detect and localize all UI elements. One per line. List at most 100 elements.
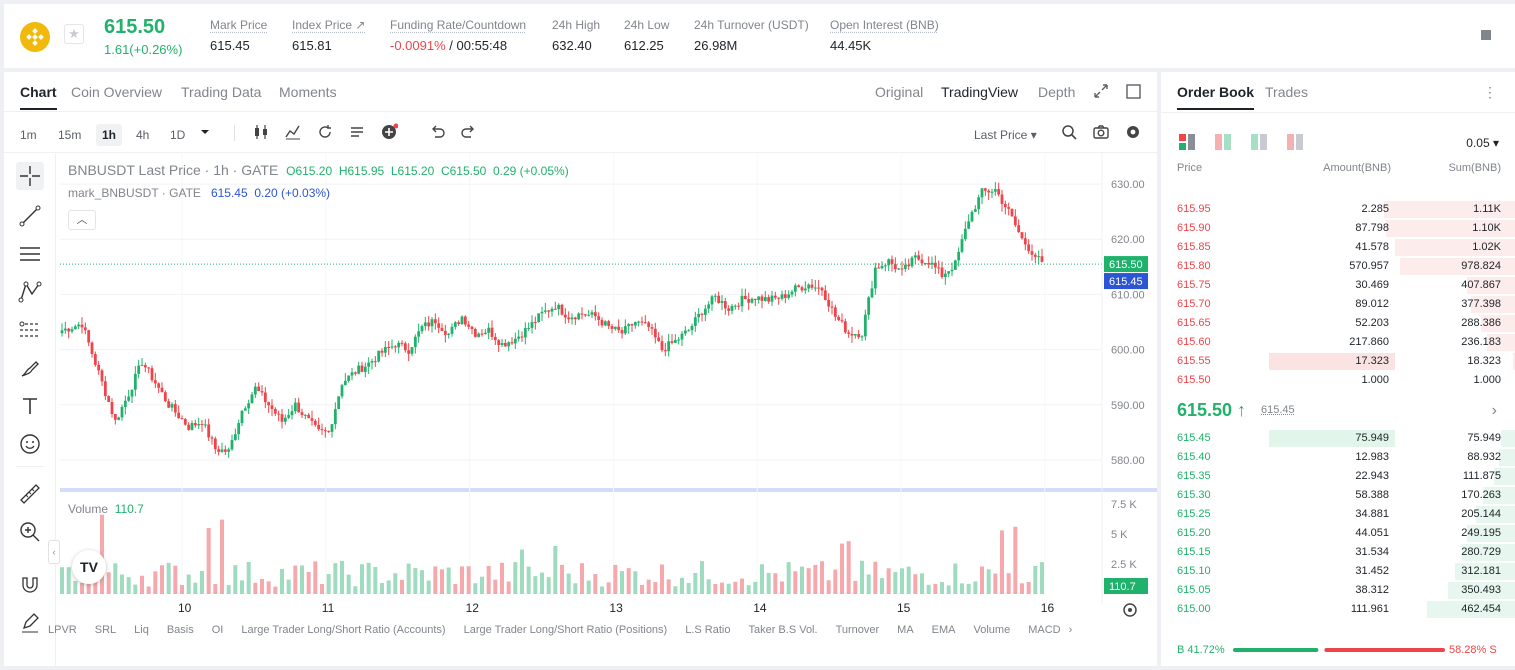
- candle-body: [251, 394, 254, 403]
- chart-settings-icon[interactable]: [1122, 602, 1138, 618]
- indicator-basis[interactable]: Basis: [167, 624, 194, 636]
- order-amount: 44.051: [1355, 527, 1389, 539]
- indicator-ma[interactable]: MA: [897, 624, 914, 636]
- volume-bar: [407, 564, 411, 594]
- candle-body: [894, 264, 897, 269]
- order-book-row[interactable]: 615.45 75.949 75.949: [1161, 429, 1515, 448]
- book-bids-mode-icon[interactable]: [1251, 134, 1267, 150]
- volume-bar: [167, 563, 171, 594]
- indicator-oi[interactable]: OI: [212, 624, 224, 636]
- indicator-taker-vol[interactable]: Taker B.S Vol.: [748, 624, 817, 636]
- order-book-row[interactable]: 615.50 1.000 1.000: [1161, 371, 1515, 390]
- volume-legend-value: 110.7: [115, 502, 144, 516]
- stat-24h-high: 24h High 632.40: [552, 18, 600, 53]
- tab-order-book[interactable]: Order Book: [1177, 84, 1254, 100]
- more-options-icon[interactable]: ⋮: [1483, 84, 1497, 101]
- tab-trades[interactable]: Trades: [1265, 84, 1308, 100]
- book-mixed-mode-icon[interactable]: [1215, 134, 1231, 150]
- indicator-liq[interactable]: Liq: [134, 624, 149, 636]
- candle-body: [247, 403, 250, 408]
- volume-bar: [607, 582, 611, 594]
- candle-body: [114, 414, 117, 420]
- order-book-row[interactable]: 615.70 89.012 377.398: [1161, 295, 1515, 314]
- favorite-star-icon[interactable]: ★: [64, 24, 84, 44]
- order-book-row[interactable]: 615.95 2.285 1.11K: [1161, 200, 1515, 219]
- candle-body: [284, 418, 287, 422]
- indicator-lpvr[interactable]: LPVR: [48, 624, 77, 636]
- candle-body: [597, 316, 600, 320]
- order-price: 615.50: [1177, 374, 1211, 386]
- indicator-volume[interactable]: Volume: [974, 624, 1011, 636]
- indicator-turnover[interactable]: Turnover: [836, 624, 880, 636]
- indicator-lt-accounts[interactable]: Large Trader Long/Short Ratio (Accounts): [241, 624, 445, 636]
- order-book-row[interactable]: 615.25 34.881 205.144: [1161, 505, 1515, 524]
- candle-body: [547, 310, 550, 311]
- candle-body: [311, 418, 314, 421]
- stat-open-interest[interactable]: Open Interest (BNB) 44.45K: [830, 18, 939, 53]
- indicator-lt-positions[interactable]: Large Trader Long/Short Ratio (Positions…: [464, 624, 668, 636]
- order-book-row[interactable]: 615.55 17.323 18.323: [1161, 352, 1515, 371]
- book-both-mode-icon[interactable]: [1179, 134, 1195, 150]
- stat-mark-price[interactable]: Mark Price 615.45: [210, 18, 267, 53]
- volume-bar: [293, 566, 297, 594]
- order-book-row[interactable]: 615.40 12.983 88.932: [1161, 448, 1515, 467]
- volume-bar: [280, 569, 284, 594]
- candle-body: [741, 296, 744, 306]
- order-book-row[interactable]: 615.35 22.943 111.875: [1161, 467, 1515, 486]
- indicator-srl[interactable]: SRL: [95, 624, 116, 636]
- order-book-row[interactable]: 615.10 31.452 312.181: [1161, 562, 1515, 581]
- candle-body: [504, 343, 507, 346]
- candle-body: [517, 337, 520, 339]
- volume-bar: [1000, 530, 1004, 594]
- indicator-scroll-right-icon[interactable]: ›: [1069, 624, 1073, 636]
- order-book-row[interactable]: 615.05 38.312 350.493: [1161, 581, 1515, 600]
- volume-bar: [853, 581, 857, 594]
- candle-body: [664, 350, 667, 351]
- indicator-ls-ratio[interactable]: L.S Ratio: [685, 624, 730, 636]
- candle-body: [431, 319, 434, 326]
- collapse-toolbar-button[interactable]: ‹: [48, 540, 60, 564]
- order-book-row[interactable]: 615.60 217.860 236.183: [1161, 333, 1515, 352]
- order-book-row[interactable]: 615.90 87.798 1.10K: [1161, 219, 1515, 238]
- volume-bar: [133, 585, 137, 594]
- candle-body: [501, 343, 504, 345]
- order-price: 615.15: [1177, 546, 1211, 558]
- chevron-right-icon[interactable]: ›: [1492, 402, 1497, 420]
- volume-bar: [547, 577, 551, 594]
- order-book-row[interactable]: 615.75 30.469 407.867: [1161, 276, 1515, 295]
- order-book-row[interactable]: 615.30 58.388 170.263: [1161, 486, 1515, 505]
- order-book-row[interactable]: 615.15 31.534 280.729: [1161, 543, 1515, 562]
- book-asks-mode-icon[interactable]: [1287, 134, 1303, 150]
- candle-body: [181, 418, 184, 419]
- order-book-row[interactable]: 615.85 41.578 1.02K: [1161, 238, 1515, 257]
- indicator-ema[interactable]: EMA: [932, 624, 956, 636]
- volume-bar: [813, 565, 817, 594]
- candle-body: [727, 308, 730, 310]
- indicator-macd[interactable]: MACD: [1028, 624, 1060, 636]
- collapse-legend-button[interactable]: ︿: [68, 210, 96, 230]
- order-amount: 87.798: [1355, 222, 1389, 234]
- candle-body: [827, 300, 830, 307]
- order-book-row[interactable]: 615.20 44.051 249.195: [1161, 524, 1515, 543]
- precision-select[interactable]: 0.05 ▾: [1466, 136, 1499, 150]
- volume-bar: [107, 572, 111, 594]
- tradingview-logo-icon[interactable]: TV: [72, 550, 106, 584]
- order-book-row[interactable]: 615.00 111.961 462.454: [1161, 600, 1515, 619]
- candle-body: [234, 434, 237, 440]
- book-icon[interactable]: [1479, 28, 1493, 42]
- candle-body: [121, 407, 124, 417]
- candle-body: [937, 267, 940, 268]
- volume-bar: [553, 546, 557, 594]
- order-sum: 236.183: [1461, 336, 1501, 348]
- last-price: 615.50: [104, 16, 165, 39]
- candle-body: [314, 421, 317, 425]
- volume-bar: [367, 563, 371, 594]
- order-book-row[interactable]: 615.80 570.957 978.824: [1161, 257, 1515, 276]
- stat-index-price[interactable]: Index Price ↗ 615.81: [292, 18, 365, 53]
- order-book-row[interactable]: 615.65 52.203 288.386: [1161, 314, 1515, 333]
- stat-funding-rate[interactable]: Funding Rate/Countdown -0.0091% / 00:55:4…: [390, 18, 526, 53]
- order-amount: 58.388: [1355, 489, 1389, 501]
- candle-body: [141, 365, 144, 366]
- volume-bar: [147, 586, 151, 594]
- volume-bar: [713, 584, 717, 594]
